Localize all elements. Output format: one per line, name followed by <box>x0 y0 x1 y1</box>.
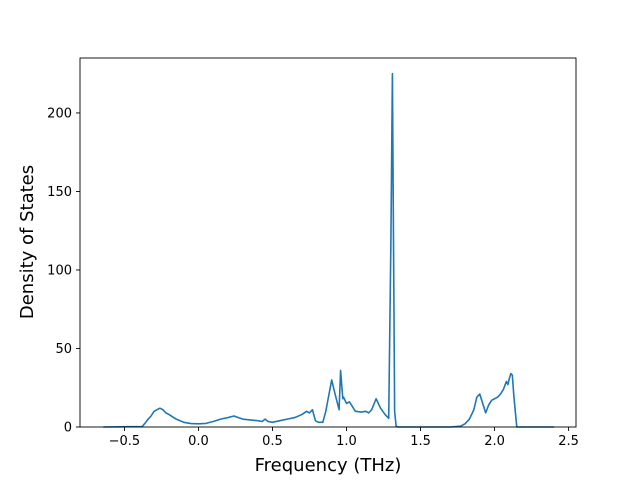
dos-series-line-0 <box>102 72 555 428</box>
y-tick-label: 100 <box>47 263 72 278</box>
y-tick-label: 200 <box>47 106 72 121</box>
x-tick-label: 0.5 <box>262 434 283 449</box>
x-tick-label: 2.0 <box>484 434 505 449</box>
x-tick-label: 1.5 <box>410 434 431 449</box>
x-tick-label: 0.0 <box>188 434 209 449</box>
y-axis-label: Density of States <box>17 165 38 319</box>
x-tick-label: −0.5 <box>109 434 141 449</box>
x-axis-label: Frequency (THz) <box>255 455 402 476</box>
x-tick-label: 1.0 <box>336 434 357 449</box>
y-tick-label: 0 <box>64 421 72 436</box>
axes-frame <box>79 57 577 428</box>
y-tick-label: 50 <box>55 342 72 357</box>
plot-area: −0.5 0.0 0.5 1.0 1.5 2.0 2.5 0 50 100 150 200 <box>47 57 579 449</box>
x-tick-label: 2.5 <box>558 434 579 449</box>
y-tick-label: 150 <box>47 185 72 200</box>
